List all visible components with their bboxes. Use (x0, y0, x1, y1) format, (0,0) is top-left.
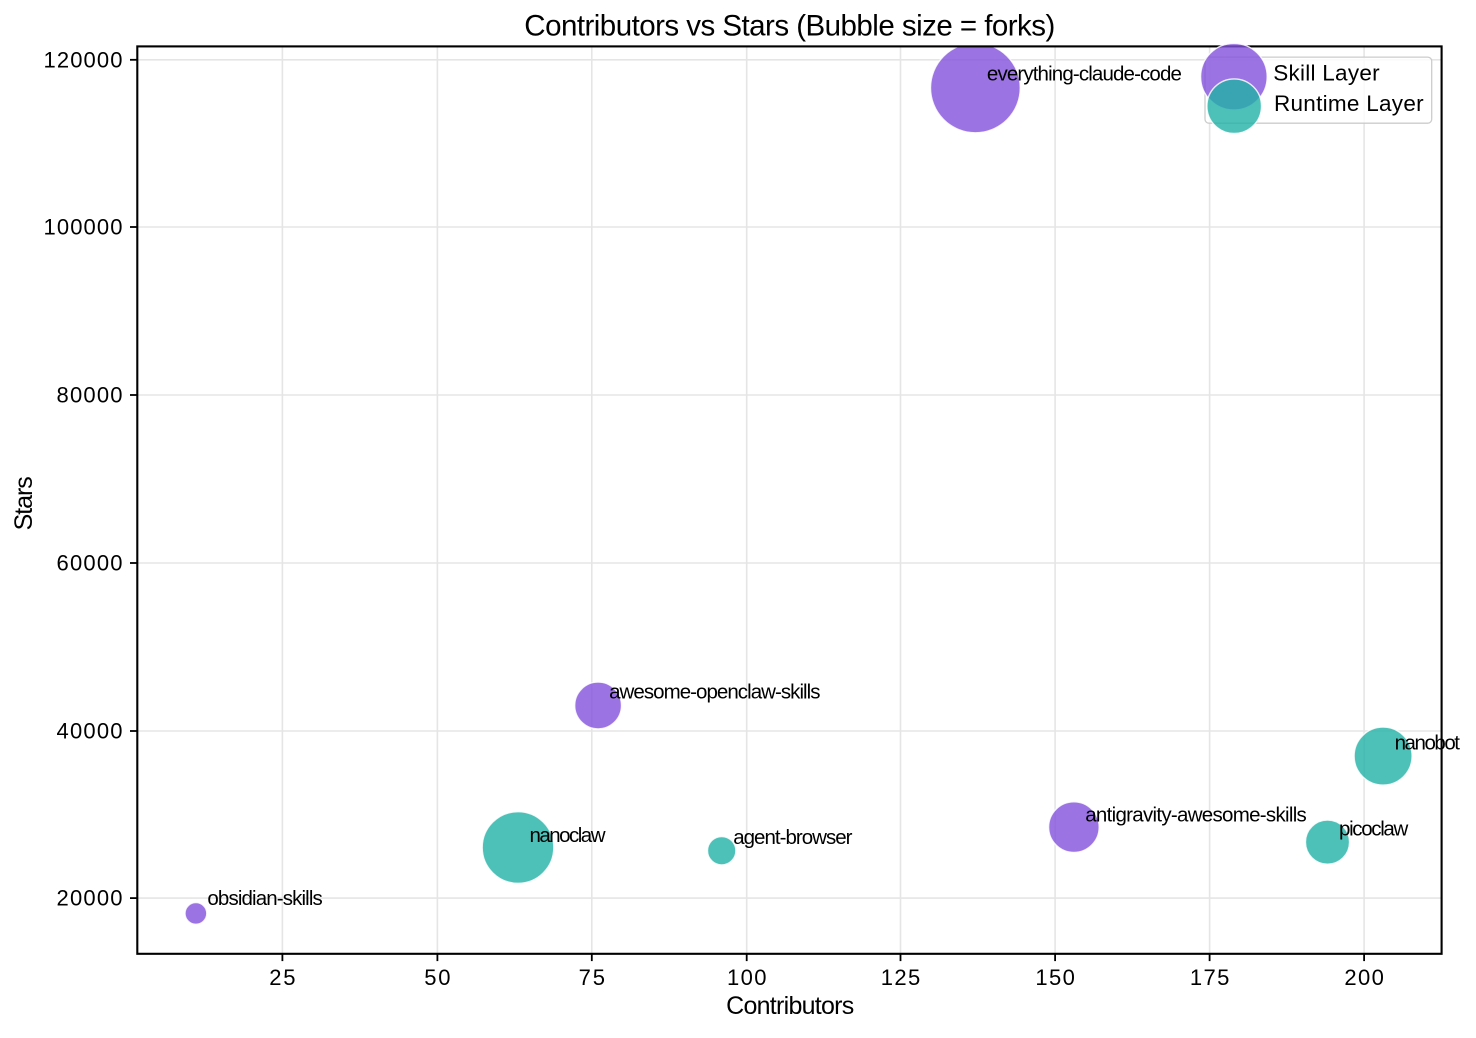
svg-text:20000: 20000 (57, 886, 123, 911)
svg-text:Contributors vs Stars (Bubble: Contributors vs Stars (Bubble size = for… (524, 10, 1055, 43)
svg-text:125: 125 (881, 965, 921, 990)
svg-text:Skill Layer: Skill Layer (1273, 61, 1380, 86)
svg-text:obsidian-skills: obsidian-skills (207, 887, 322, 910)
svg-text:75: 75 (579, 965, 605, 990)
svg-text:100: 100 (727, 965, 767, 990)
svg-text:antigravity-awesome-skills: antigravity-awesome-skills (1085, 804, 1307, 827)
svg-text:everything-claude-code: everything-claude-code (987, 62, 1182, 85)
svg-text:175: 175 (1190, 965, 1230, 990)
svg-text:Runtime Layer: Runtime Layer (1274, 91, 1424, 116)
svg-text:picoclaw: picoclaw (1339, 817, 1408, 840)
svg-text:120000: 120000 (44, 47, 123, 72)
svg-text:150: 150 (1035, 965, 1075, 990)
svg-text:nanobot: nanobot (1395, 731, 1461, 754)
svg-text:40000: 40000 (57, 719, 123, 744)
svg-text:60000: 60000 (57, 551, 123, 576)
svg-text:Contributors: Contributors (726, 992, 854, 1020)
svg-text:200: 200 (1344, 965, 1384, 990)
svg-text:Stars: Stars (10, 476, 38, 530)
svg-text:25: 25 (269, 965, 295, 990)
svg-text:agent-browser: agent-browser (733, 826, 852, 849)
svg-text:100000: 100000 (44, 215, 123, 240)
svg-text:50: 50 (424, 965, 450, 990)
svg-text:80000: 80000 (57, 383, 123, 408)
svg-text:nanoclaw: nanoclaw (530, 824, 606, 847)
svg-text:awesome-openclaw-skills: awesome-openclaw-skills (609, 681, 820, 704)
